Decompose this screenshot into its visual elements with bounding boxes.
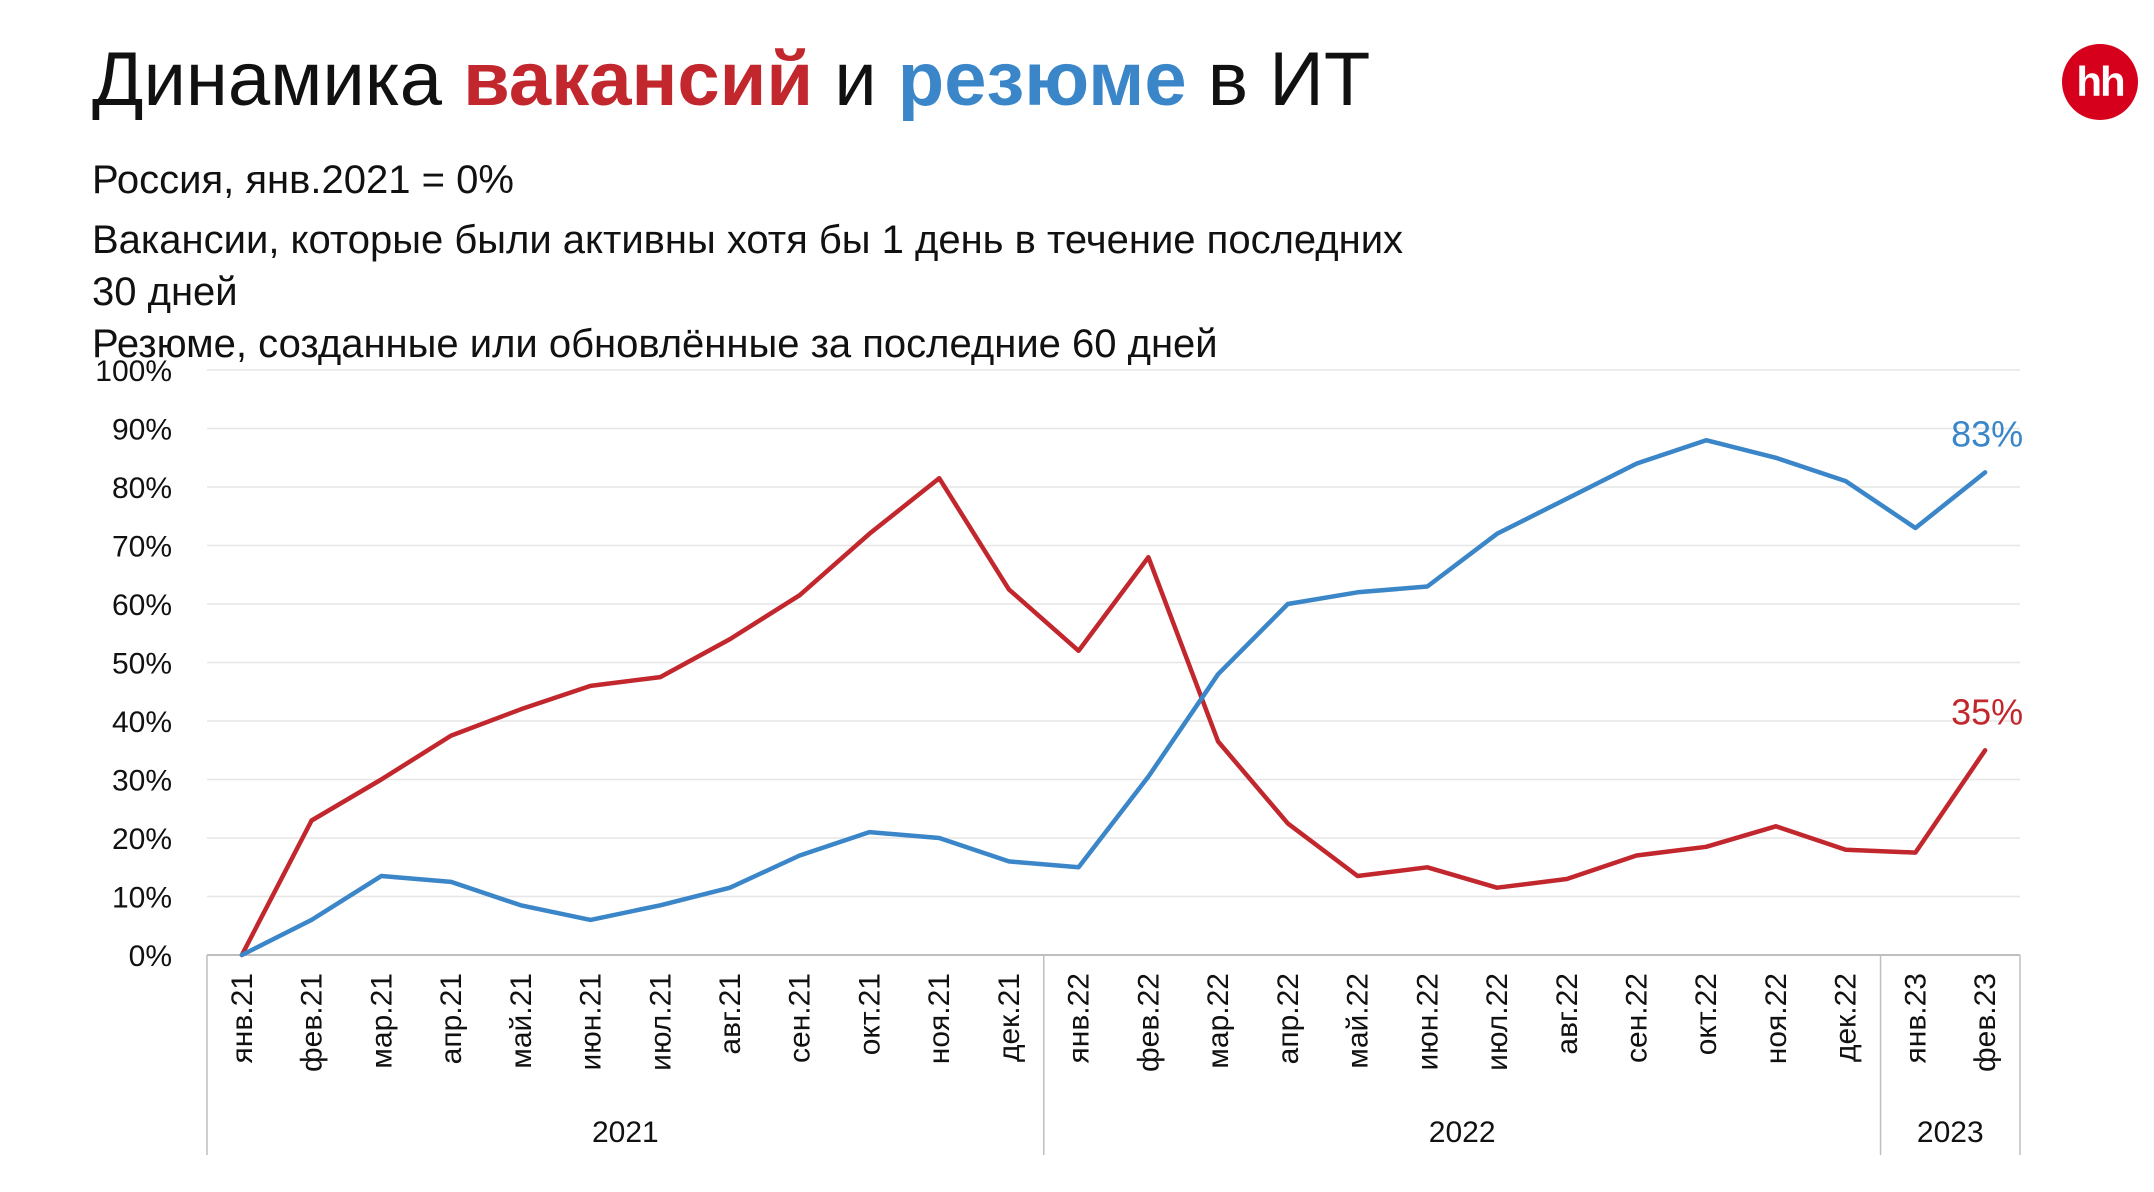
title-vacancies: вакансий (463, 37, 814, 122)
y-tick-label: 40% (112, 706, 172, 739)
y-tick-label: 90% (112, 414, 172, 447)
x-tick-label: авг.22 (1551, 973, 1584, 1055)
x-tick-label: ноя.22 (1760, 973, 1793, 1064)
hh-logo: hh (2062, 44, 2138, 120)
series-line (239, 437, 1988, 958)
subtitle-baseline: Россия, янв.2021 = 0% (92, 158, 514, 202)
x-tick-label: апр.21 (435, 973, 468, 1064)
title-resumes: резюме (897, 37, 1187, 122)
y-tick-label: 80% (112, 472, 172, 505)
chart-title: Динамика вакансий и резюме в ИТ (92, 38, 1370, 122)
y-tick-label: 30% (112, 765, 172, 798)
x-tick-label: апр.22 (1272, 973, 1305, 1064)
x-tick-label: фев.21 (296, 973, 329, 1072)
x-tick-label: фев.22 (1132, 973, 1165, 1072)
y-tick-label: 100% (95, 355, 172, 388)
x-tick-label: окт.22 (1690, 973, 1723, 1055)
y-tick-label: 20% (112, 823, 172, 856)
x-tick-label: июл.22 (1481, 973, 1514, 1071)
x-tick-label: май.21 (505, 973, 538, 1069)
x-tick-label: дек.21 (993, 973, 1026, 1062)
subtitle-vacancies-def-line2: 30 дней (92, 270, 238, 314)
x-tick-label: июл.21 (644, 973, 677, 1071)
y-tick-label: 60% (112, 589, 172, 622)
year-label: 2022 (1429, 1116, 1496, 1149)
title-prefix: Динамика (92, 37, 464, 122)
title-suffix: в ИТ (1186, 37, 1371, 122)
x-tick-label: ноя.21 (923, 973, 956, 1064)
title-middle: и (813, 37, 898, 122)
x-tick-label: май.22 (1342, 973, 1375, 1069)
y-tick-label: 10% (112, 882, 172, 915)
end-data-label: 35% (1951, 691, 2023, 732)
x-tick-label: июн.22 (1411, 973, 1444, 1071)
x-tick-label: окт.21 (853, 973, 886, 1055)
x-tick-label: янв.22 (1063, 973, 1096, 1063)
x-tick-label: сен.22 (1620, 973, 1653, 1063)
x-tick-label: янв.21 (226, 973, 259, 1063)
subtitle-resumes-def: Резюме, созданные или обновлённые за пос… (92, 322, 1218, 366)
x-tick-label: фев.23 (1969, 973, 2002, 1072)
end-data-label: 83% (1951, 413, 2023, 454)
year-label: 2021 (592, 1116, 659, 1149)
y-tick-label: 50% (112, 648, 172, 681)
x-tick-label: сен.21 (784, 973, 817, 1063)
year-label: 2023 (1917, 1116, 1984, 1149)
x-tick-label: мар.21 (365, 973, 398, 1069)
x-tick-label: июн.21 (575, 973, 608, 1071)
x-tick-label: авг.21 (714, 973, 747, 1055)
y-tick-label: 70% (112, 531, 172, 564)
x-tick-label: янв.23 (1899, 973, 1932, 1063)
series-line (239, 475, 1988, 958)
y-tick-label: 0% (129, 940, 172, 973)
x-tick-label: дек.22 (1830, 973, 1863, 1062)
subtitle-vacancies-def-line1: Вакансии, которые были активны хотя бы 1… (92, 218, 1404, 262)
x-tick-label: мар.22 (1202, 973, 1235, 1069)
